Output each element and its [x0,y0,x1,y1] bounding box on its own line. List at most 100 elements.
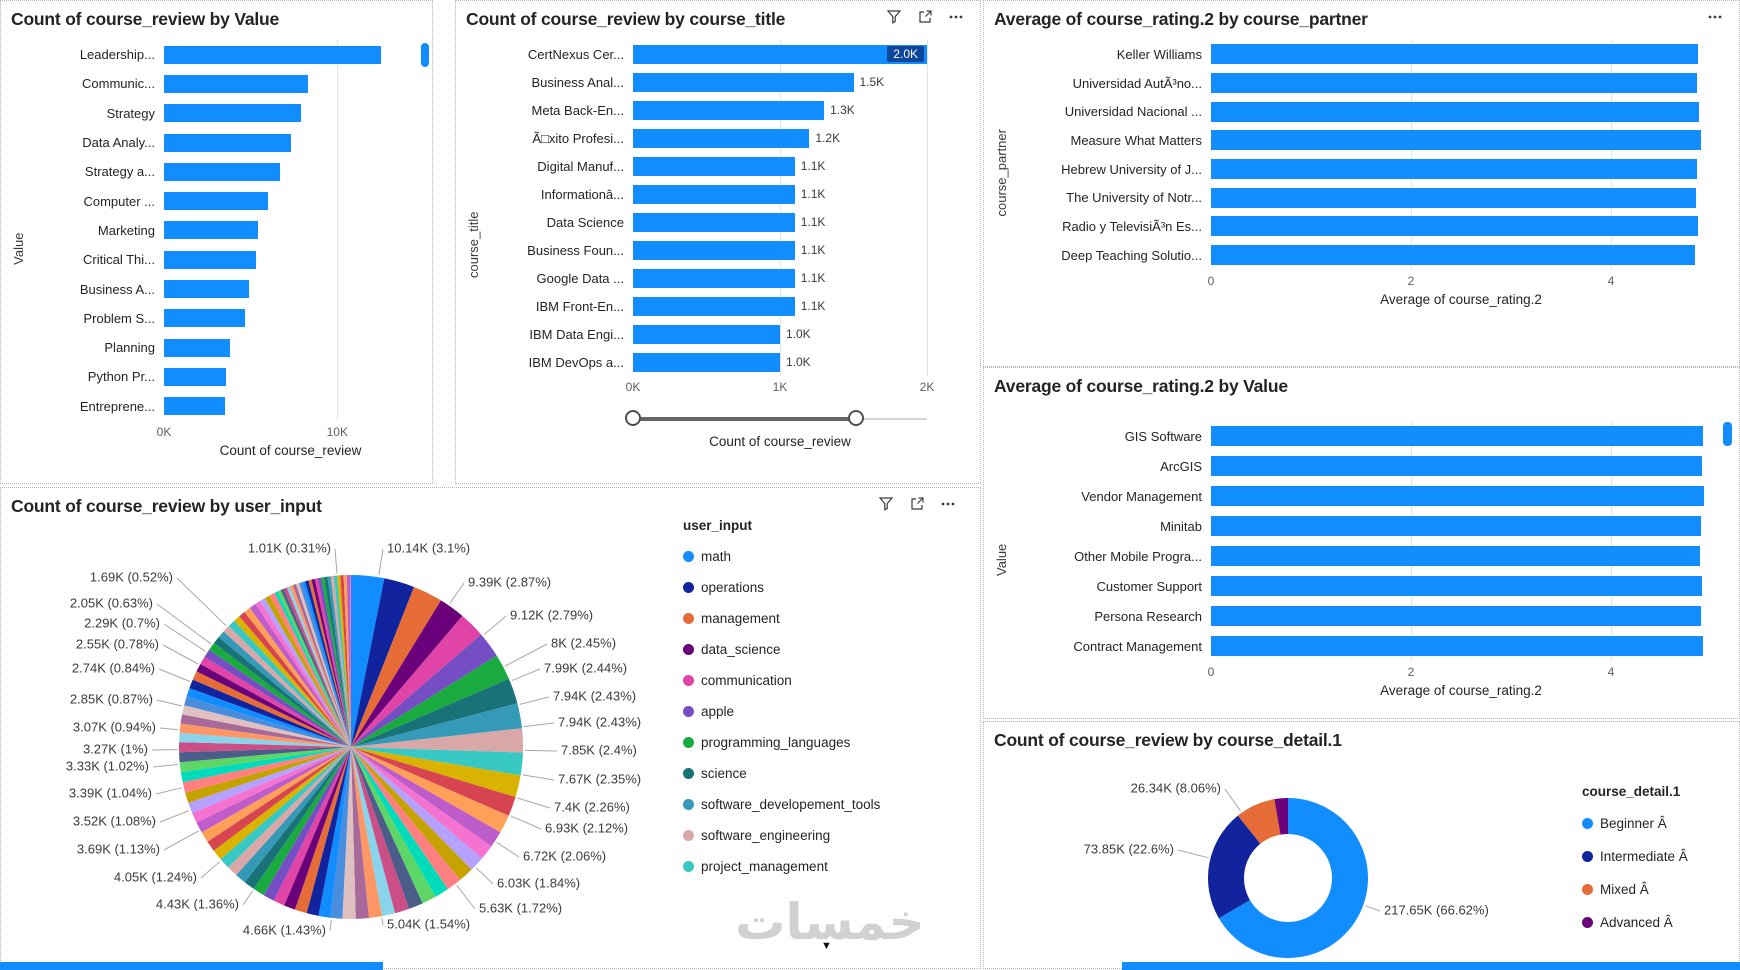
bar[interactable] [164,192,268,211]
bar[interactable] [164,221,258,240]
bar[interactable] [164,309,246,328]
pie-slice[interactable] [283,587,351,747]
bar[interactable] [633,100,825,120]
pie-slice[interactable] [196,747,351,833]
pie-slice[interactable] [214,637,351,747]
pie-slice[interactable] [223,626,351,747]
pie-slice[interactable] [189,679,351,747]
pie-slice[interactable] [234,616,351,747]
legend-item[interactable]: operations [683,572,880,603]
bar[interactable] [1211,73,1697,94]
pie-slice[interactable] [244,747,351,889]
bar[interactable] [1211,44,1698,65]
pie-slice[interactable] [201,747,351,842]
pie-slice[interactable] [351,747,423,909]
pie-slice[interactable] [289,585,351,747]
bar[interactable] [164,397,225,416]
legend-item[interactable]: Intermediate Â [1582,840,1688,873]
bar[interactable] [633,212,795,232]
more-options-icon[interactable] [940,496,956,512]
pie-slice[interactable] [244,607,351,747]
pie-slice[interactable] [188,747,351,813]
slider-active-range[interactable] [633,417,857,421]
legend-item[interactable]: programming_languages [683,727,880,758]
pie-slice[interactable] [351,655,509,747]
bar[interactable] [164,133,291,152]
legend-item[interactable]: data_science [683,634,880,665]
pie-slice[interactable] [340,575,351,747]
pie-slice[interactable] [179,742,351,753]
pie-slice[interactable] [350,574,351,747]
pie-slice[interactable] [277,590,351,747]
pie-slice[interactable] [351,615,482,747]
bar[interactable] [1211,606,1701,626]
pie-slice[interactable] [236,747,351,883]
bar[interactable] [164,74,308,93]
pie-slice[interactable] [180,747,351,783]
pie-slice[interactable] [228,620,351,747]
scrollbar-thumb[interactable] [421,43,429,67]
legend-item[interactable]: math [683,541,880,572]
pie-slice[interactable] [273,747,351,906]
legend-item[interactable]: software_developement_tools [683,789,880,820]
pie-slice[interactable] [330,747,351,919]
pie-slice[interactable] [351,747,472,880]
slider-handle-min[interactable] [625,410,641,426]
pie-slice[interactable] [337,575,351,747]
bar[interactable] [1211,130,1701,151]
pie-slice[interactable] [327,576,351,747]
bar[interactable] [1211,101,1699,122]
more-options-icon[interactable] [948,9,964,25]
legend-item[interactable]: project_management [683,851,880,882]
bar[interactable]: 2.0K [633,44,927,64]
bar[interactable] [164,162,281,181]
pie-slice[interactable] [292,584,351,747]
pie-slice[interactable] [351,578,415,747]
pie-slice[interactable] [179,747,351,773]
pie-slice[interactable] [253,747,351,896]
pie-slice[interactable] [179,723,351,747]
pie-slice[interactable] [228,747,351,876]
pie-slice[interactable] [274,591,351,747]
pie-slice[interactable] [260,598,351,747]
focus-mode-icon[interactable] [917,9,933,25]
bar[interactable] [633,128,810,148]
pie-slice[interactable] [249,604,351,747]
pie-slice[interactable] [299,582,351,747]
bar[interactable] [1211,216,1698,237]
pie-slice[interactable] [351,747,448,897]
pie-slice[interactable] [321,577,351,747]
pie-slice[interactable] [351,575,385,747]
pie-slice[interactable] [351,747,369,919]
bar[interactable] [1211,159,1697,180]
pie-slice[interactable] [207,747,351,851]
page-scrollbar-thumb[interactable] [1723,422,1732,446]
filter-icon[interactable] [886,9,902,25]
pie-slice[interactable] [324,576,351,747]
pie-slice[interactable] [351,634,497,747]
pie-slice[interactable] [346,575,351,747]
pie-slice[interactable] [351,747,461,890]
pie-slice[interactable] [351,728,524,753]
bar[interactable] [164,280,249,299]
filter-icon[interactable] [878,496,894,512]
pie-slice[interactable] [213,747,351,860]
pie-slice[interactable] [351,747,521,798]
pie-slice[interactable] [351,747,516,816]
bar[interactable] [164,367,227,386]
pie-slice[interactable] [209,642,351,747]
pie-slice[interactable] [314,578,351,747]
pie-slice[interactable] [351,600,463,747]
focus-mode-icon[interactable] [909,496,925,512]
bar[interactable] [633,156,795,176]
pie-slice[interactable] [311,578,351,747]
pie-slice[interactable] [351,747,383,919]
pie-slice[interactable] [263,747,351,901]
legend-item[interactable]: software_engineering [683,820,880,851]
pie-slice[interactable] [286,586,351,747]
pie-slice[interactable] [351,747,483,870]
pie-slice[interactable] [351,747,523,776]
pie-slice[interactable] [351,747,492,859]
pie-slice[interactable] [351,747,436,904]
slider-handle-max[interactable] [848,410,865,426]
